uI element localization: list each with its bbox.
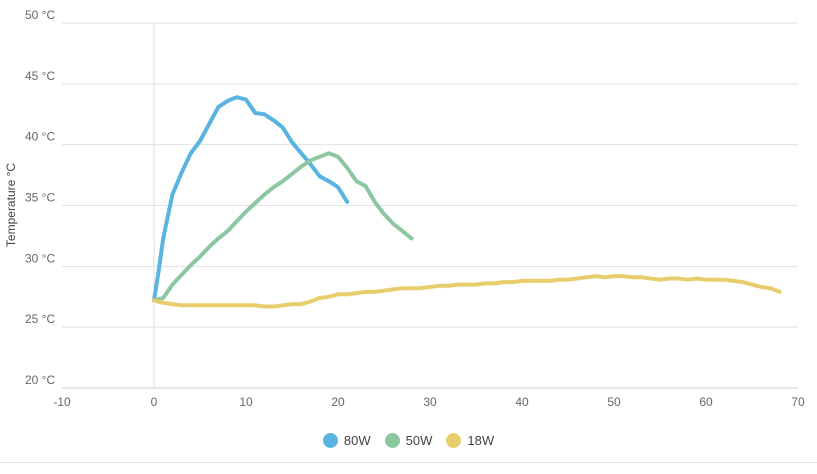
series-line-50w [152, 151, 414, 303]
series-line-80w [152, 95, 350, 303]
series-line-18w [152, 274, 782, 309]
legend-item-80w[interactable]: 80W [322, 432, 371, 448]
y-tick-label: 30 °C [25, 251, 55, 265]
x-tick-label: 0 [151, 395, 158, 409]
y-tick-label: 25 °C [25, 312, 55, 326]
legend-label: 18W [467, 432, 495, 448]
y-axis-ticks: 20 °C 25 °C 30 °C 35 °C 40 °C 45 °C 50 °C [25, 8, 55, 387]
grid-lines [62, 22, 798, 389]
legend-item-50w[interactable]: 50W [384, 432, 433, 448]
x-tick-label: 30 [423, 395, 437, 409]
legend-swatch [384, 432, 400, 448]
y-tick-label: 40 °C [25, 130, 55, 144]
legend-label: 50W [405, 432, 433, 448]
legend-swatch [322, 432, 338, 448]
y-tick-label: 35 °C [25, 191, 55, 205]
legend-label: 80W [343, 432, 371, 448]
temperature-line-chart: 20 °C 25 °C 30 °C 35 °C 40 °C 45 °C 50 °C -10 0… [4, 8, 805, 409]
x-tick-label: 20 [331, 395, 345, 409]
x-tick-label: 60 [699, 395, 713, 409]
x-tick-label: 70 [791, 395, 805, 409]
x-tick-label: 10 [239, 395, 253, 409]
chart-legend: 80W 50W 18W [0, 428, 817, 452]
x-tick-label: -10 [53, 395, 71, 409]
y-tick-label: 50 °C [25, 8, 55, 22]
legend-swatch [446, 432, 462, 448]
series-lines [152, 95, 782, 309]
bottom-divider [0, 462, 817, 463]
y-axis-title: Temperature °C [4, 163, 18, 247]
y-tick-label: 45 °C [25, 69, 55, 83]
legend-item-18w[interactable]: 18W [446, 432, 495, 448]
y-tick-label: 20 °C [25, 373, 55, 387]
x-axis-ticks: -10 0 10 20 30 40 50 60 70 [53, 395, 805, 409]
x-tick-label: 40 [515, 395, 529, 409]
x-tick-label: 50 [607, 395, 621, 409]
